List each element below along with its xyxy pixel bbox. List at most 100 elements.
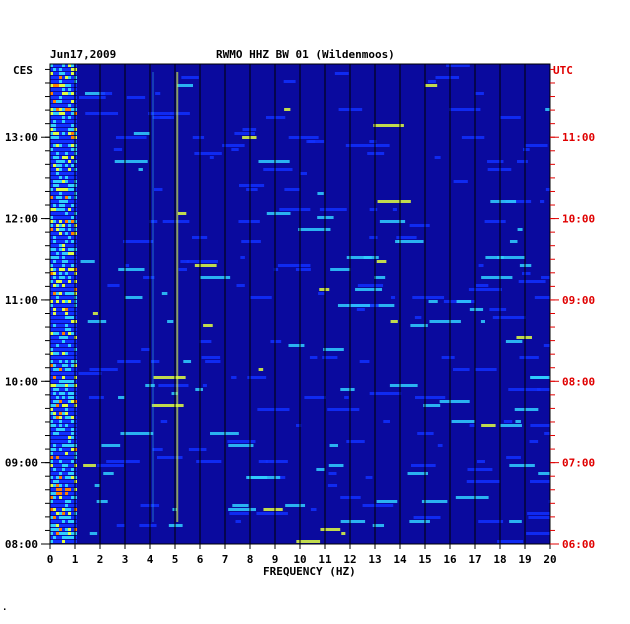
spectrogram-streak xyxy=(526,532,550,535)
x-tick-label: 5 xyxy=(172,553,179,566)
spectrogram-cell xyxy=(68,96,71,99)
spectrogram-cell xyxy=(53,232,56,235)
spectrogram-streak xyxy=(306,140,325,143)
spectrogram-streak xyxy=(545,188,550,191)
spectrogram-streak xyxy=(258,460,268,463)
spectrogram-cell xyxy=(56,104,59,107)
x-tick-label: 1 xyxy=(72,553,79,566)
spectrogram-cell xyxy=(71,360,74,363)
spectrogram-cell xyxy=(50,164,53,167)
spectrogram-cell xyxy=(53,404,56,407)
spectrogram-cell xyxy=(71,436,74,439)
spectrogram-streak xyxy=(441,356,455,359)
spectrogram-streak xyxy=(518,280,546,283)
spectrogram-cell xyxy=(65,352,68,355)
spectrogram-cell xyxy=(59,356,62,359)
spectrogram-streak xyxy=(203,324,213,327)
right-y-tick-label: 07:00 xyxy=(562,457,595,470)
spectrogram-cell xyxy=(68,68,71,71)
spectrogram-cell xyxy=(53,332,56,335)
x-tick-label: 12 xyxy=(343,553,356,566)
spectrogram-streak xyxy=(101,444,121,447)
spectrogram-cell xyxy=(65,212,68,215)
spectrogram-cell xyxy=(59,360,62,363)
spectrogram-cell xyxy=(71,156,74,159)
spectrogram-cell xyxy=(65,444,68,447)
spectrogram-cell xyxy=(56,440,59,443)
spectrogram-cell xyxy=(56,344,59,347)
spectrogram-streak xyxy=(439,400,470,403)
spectrogram-streak xyxy=(263,508,283,511)
spectrogram-streak xyxy=(158,384,189,387)
spectrogram-streak xyxy=(167,320,174,323)
spectrogram-streak xyxy=(357,284,384,287)
spectrogram-streak xyxy=(227,440,256,443)
spectrogram-cell xyxy=(65,468,68,471)
spectrogram-streak xyxy=(467,468,493,471)
spectrogram-streak xyxy=(373,124,404,127)
spectrogram-cell xyxy=(53,76,56,79)
spectrogram-cell xyxy=(53,416,56,419)
spectrogram-cell xyxy=(53,144,56,147)
spectrogram-cell xyxy=(68,500,71,503)
spectrogram-streak xyxy=(437,444,443,447)
spectrogram-streak xyxy=(241,240,261,243)
spectrogram-cell xyxy=(71,408,74,411)
spectrogram-cell xyxy=(56,176,59,179)
spectrogram-cell xyxy=(53,536,56,539)
spectrogram-cell xyxy=(71,80,74,83)
spectrogram-cell xyxy=(62,532,65,535)
spectrogram-cell xyxy=(65,112,68,115)
spectrogram-cell xyxy=(71,500,74,503)
spectrogram-cell xyxy=(53,340,56,343)
spectrogram-cell xyxy=(71,284,74,287)
spectrogram-cell xyxy=(56,256,59,259)
spectrogram-streak xyxy=(126,96,146,99)
spectrogram-streak xyxy=(310,508,317,511)
spectrogram-cell xyxy=(71,356,74,359)
x-tick-label: 19 xyxy=(518,553,531,566)
spectrogram-cell xyxy=(68,352,71,355)
spectrogram-cell xyxy=(56,180,59,183)
spectrogram-cell xyxy=(59,380,62,383)
spectrogram-cell xyxy=(50,136,53,139)
spectrogram-cell xyxy=(71,216,74,219)
spectrogram-cell xyxy=(59,332,62,335)
spectrogram-streak xyxy=(540,200,545,203)
spectrogram-cell xyxy=(50,276,53,279)
spectrogram-streak xyxy=(309,356,318,359)
spectrogram-cell xyxy=(53,428,56,431)
spectrogram-cell xyxy=(65,484,68,487)
spectrogram-cell xyxy=(65,96,68,99)
spectrogram-cell xyxy=(50,416,53,419)
spectrogram-streak xyxy=(283,80,296,83)
spectrogram-cell xyxy=(71,64,74,67)
date-label: Jun17,2009 xyxy=(50,48,117,61)
spectrogram-cell xyxy=(71,108,74,111)
spectrogram-cell xyxy=(50,256,53,259)
spectrogram-streak xyxy=(480,320,485,323)
spectrogram-cell xyxy=(53,492,56,495)
spectrogram-cell xyxy=(59,240,62,243)
spectrogram-streak xyxy=(341,532,346,535)
spectrogram-cell xyxy=(62,372,65,375)
spectrogram-cell xyxy=(65,252,68,255)
spectrogram-streak xyxy=(161,292,168,295)
spectrogram-cell xyxy=(68,516,71,519)
spectrogram-cell xyxy=(53,92,56,95)
spectrogram-cell xyxy=(71,268,74,271)
spectrogram-cell xyxy=(68,344,71,347)
spectrogram-streak xyxy=(340,388,355,391)
spectrogram-cell xyxy=(50,448,53,451)
spectrogram-cell xyxy=(59,296,62,299)
spectrogram-cell xyxy=(59,76,62,79)
spectrogram-streak xyxy=(118,268,145,271)
spectrogram-cell xyxy=(65,268,68,271)
spectrogram-cell xyxy=(62,432,65,435)
spectrogram-streak xyxy=(170,112,190,115)
spectrogram-streak xyxy=(509,240,518,243)
spectrogram-cell xyxy=(50,336,53,339)
spectrogram-cell xyxy=(71,460,74,463)
spectrogram-cell xyxy=(65,100,68,103)
spectrogram-cell xyxy=(71,396,74,399)
